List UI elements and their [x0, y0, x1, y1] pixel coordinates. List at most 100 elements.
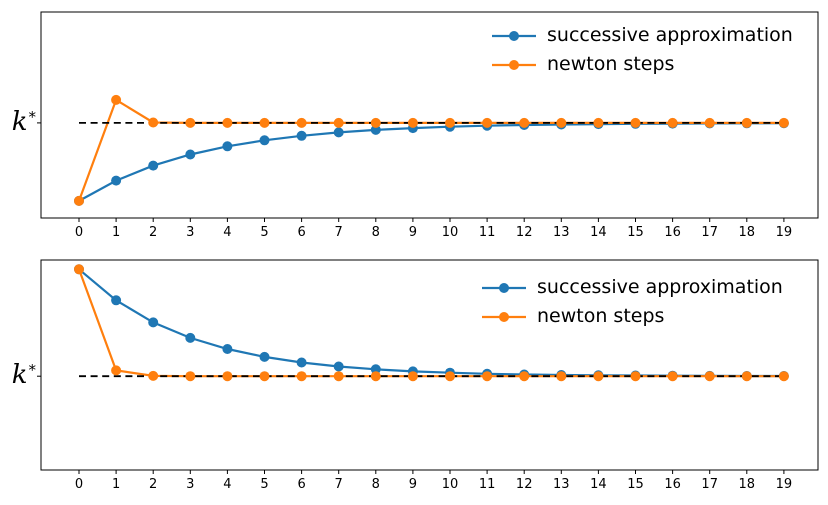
legend-bottom-chart: successive approximation newton steps: [481, 273, 783, 331]
x-tick-label: 0: [75, 225, 83, 240]
x-tick-label: 14: [590, 225, 607, 240]
series-marker-successive-approximation: [148, 160, 159, 171]
legend-label: newton steps: [537, 305, 665, 327]
series-marker-newton-steps: [630, 117, 641, 128]
x-tick-label: 19: [776, 225, 793, 240]
series-marker-successive-approximation: [222, 141, 233, 152]
x-tick-label: 2: [149, 225, 157, 240]
series-marker-newton-steps: [482, 371, 493, 382]
series-marker-newton-steps: [259, 371, 270, 382]
kstar-sup: *: [28, 360, 37, 379]
x-tick-label: 5: [260, 477, 268, 492]
legend-top-chart: successive approximation newton steps: [491, 21, 793, 79]
series-marker-newton-steps: [593, 371, 604, 382]
series-marker-newton-steps: [148, 117, 159, 128]
series-marker-successive-approximation: [148, 317, 159, 328]
series-marker-newton-steps: [296, 117, 307, 128]
chart-bottom: 0 1 2 3 4 5 6 7 8 9 10 11 12 13 14 15 16 17 18 19: [37, 259, 819, 492]
x-tick-label: 15: [627, 477, 644, 492]
x-tick-label: 4: [223, 477, 231, 492]
x-tick-label: 17: [701, 477, 718, 492]
series-marker-newton-steps: [111, 94, 122, 105]
series-marker-newton-steps: [519, 117, 530, 128]
axes-frame: [40, 259, 819, 471]
kstar-sup: *: [28, 107, 37, 126]
series-marker-newton-steps: [778, 117, 789, 128]
series-marker-newton-steps: [111, 365, 122, 376]
x-tick-label: 9: [409, 225, 417, 240]
x-tick-label: 10: [442, 477, 459, 492]
series-marker-successive-approximation: [222, 344, 233, 354]
y-tick-label-kstar-bottom: k*: [6, 362, 36, 388]
x-tick-label: 1: [112, 477, 120, 492]
series-marker-newton-steps: [222, 117, 233, 128]
series-marker-newton-steps: [778, 371, 789, 382]
x-tick-label: 6: [297, 477, 305, 492]
series-marker-successive-approximation: [185, 332, 196, 343]
series-marker-newton-steps: [667, 117, 678, 128]
x-tick-label: 2: [149, 477, 157, 492]
x-tick-label: 7: [335, 225, 343, 240]
legend-label: newton steps: [547, 53, 675, 75]
series-marker-newton-steps: [370, 371, 381, 382]
x-tick-label: 13: [553, 477, 570, 492]
x-tick-label: 18: [739, 477, 756, 492]
kstar-base: k: [11, 359, 28, 390]
series-marker-newton-steps: [741, 371, 752, 382]
x-tick-label: 19: [776, 477, 793, 492]
x-tick-label: 16: [664, 225, 681, 240]
series-line-successive-approximation: [78, 122, 784, 202]
series-marker-newton-steps: [445, 117, 455, 128]
series-marker-successive-approximation: [111, 295, 122, 306]
series-marker-newton-steps: [704, 371, 715, 382]
series-marker-successive-approximation: [111, 175, 122, 186]
x-tick-label: 16: [664, 477, 681, 492]
x-tick-label: 1: [112, 225, 120, 240]
x-tick-label: 18: [739, 225, 756, 240]
x-tick-label: 13: [553, 225, 570, 240]
series-marker-newton-steps: [148, 370, 159, 381]
series-marker-newton-steps: [222, 371, 233, 382]
x-tick-label: 11: [479, 477, 496, 492]
x-tick-label: 3: [186, 477, 194, 492]
series-marker-successive-approximation: [296, 357, 307, 368]
series-marker-newton-steps: [74, 195, 84, 206]
series-marker-newton-steps: [370, 117, 381, 128]
x-tick-label: 8: [372, 225, 380, 240]
axes-frame: [40, 11, 819, 219]
series-marker-newton-steps: [407, 371, 418, 382]
series-marker-newton-steps: [556, 117, 567, 128]
series-marker-newton-steps: [333, 117, 344, 128]
legend-line-marker-sample: [482, 311, 526, 322]
x-tick-label: 3: [186, 225, 194, 240]
series-marker-successive-approximation: [333, 127, 344, 138]
series-line-newton-steps: [77, 98, 784, 202]
series-marker-newton-steps: [741, 117, 752, 128]
x-tick-label: 5: [260, 225, 268, 240]
x-tick-label: 7: [335, 477, 343, 492]
series-marker-newton-steps: [445, 371, 455, 382]
x-tick-label: 12: [516, 225, 533, 240]
x-tick-label: 15: [627, 225, 644, 240]
legend-line-marker-sample: [492, 30, 536, 41]
legend-item-newton-steps: newton steps: [481, 302, 783, 331]
series-marker-newton-steps: [333, 371, 344, 382]
series-marker-newton-steps: [704, 117, 715, 128]
legend-line-marker-sample: [492, 59, 536, 70]
series-marker-newton-steps: [185, 371, 196, 382]
x-tick-label: 0: [75, 477, 83, 492]
x-tick-label: 11: [479, 225, 496, 240]
x-tick-label: 8: [372, 477, 380, 492]
legend-line-marker-sample: [482, 282, 526, 293]
x-tick-label: 14: [590, 477, 607, 492]
legend-item-newton-steps: newton steps: [491, 50, 793, 79]
series-marker-newton-steps: [407, 117, 418, 128]
series-marker-newton-steps: [556, 371, 567, 382]
chart-top: 0 1 2 3 4 5 6 7 8 9 10 11 12 13 14 15 16 17 18 19: [37, 11, 819, 240]
series-marker-newton-steps: [482, 117, 493, 128]
legend-label: successive approximation: [537, 276, 783, 298]
series-marker-newton-steps: [185, 117, 196, 128]
series-marker-successive-approximation: [259, 135, 270, 146]
kstar-base: k: [11, 106, 28, 137]
